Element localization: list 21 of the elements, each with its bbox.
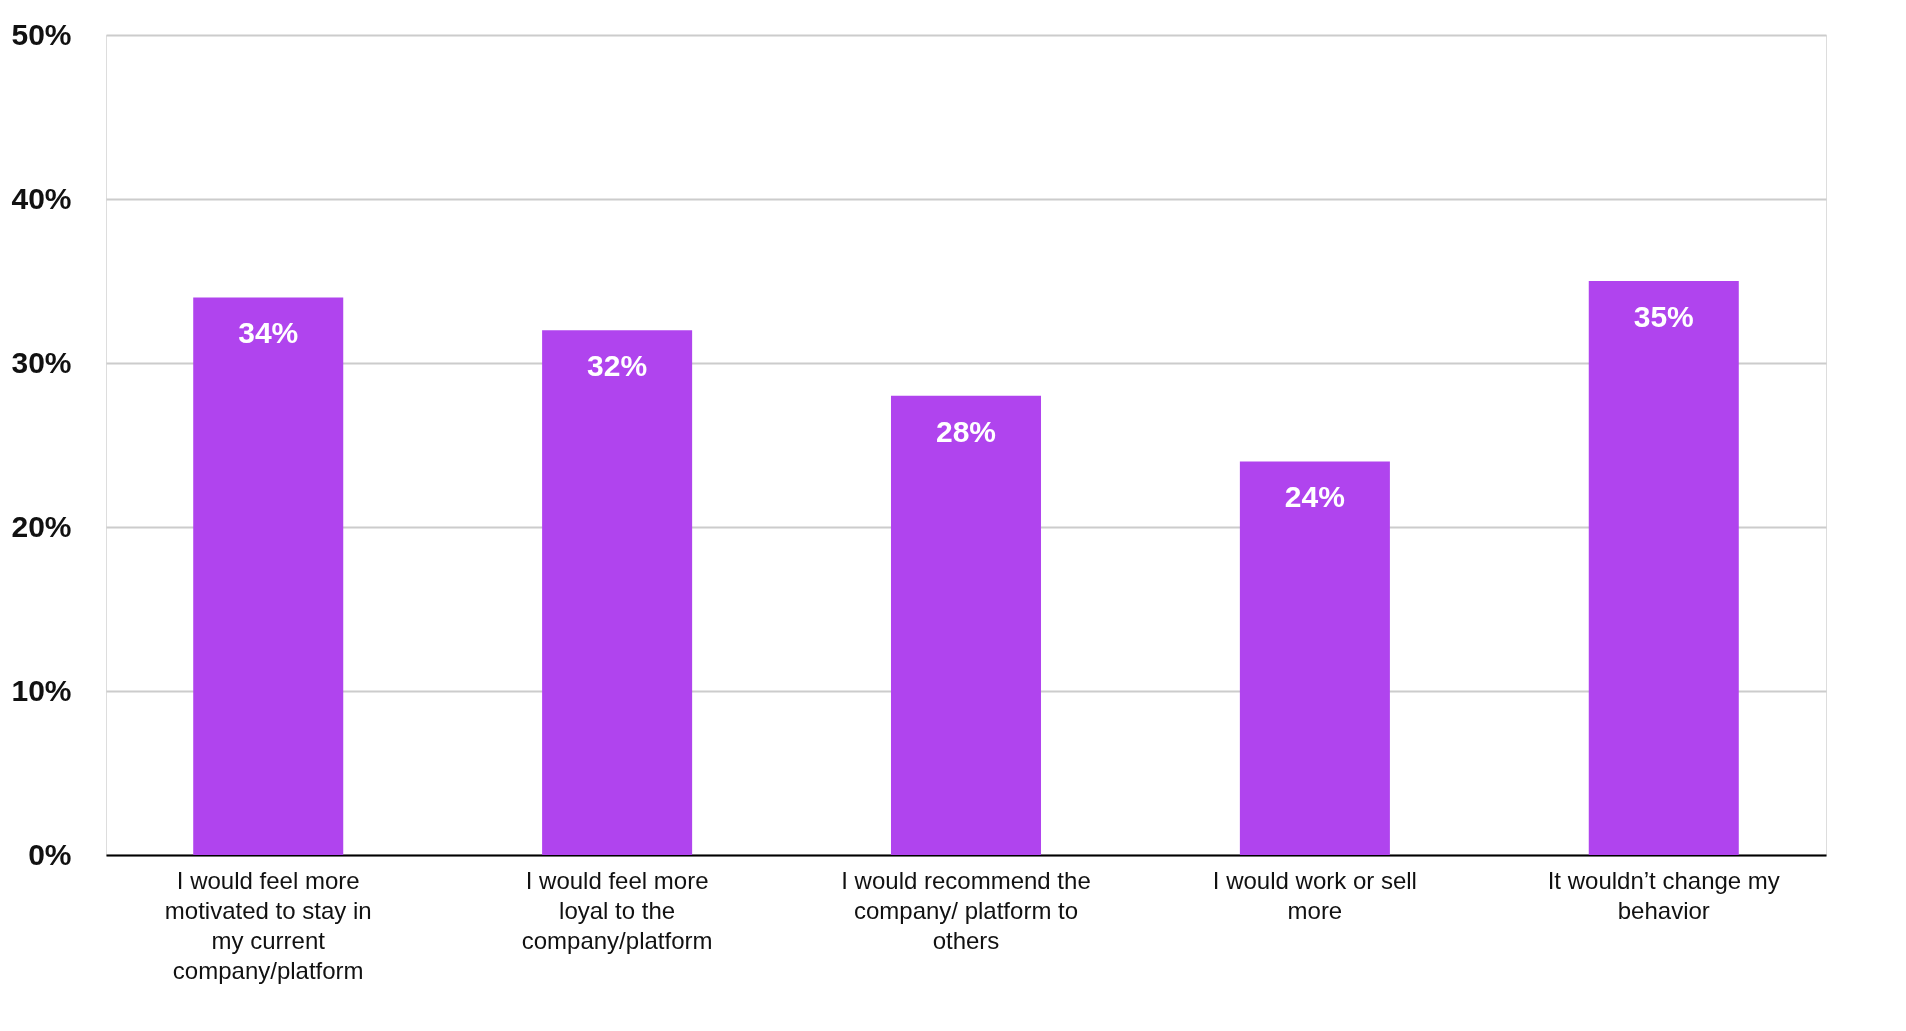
data-label: 28% (935, 414, 997, 448)
data-label: 35% (1633, 300, 1694, 333)
y-tick-label: 30% (11, 345, 72, 379)
y-tick-label: 40% (11, 181, 72, 215)
bar (890, 395, 1042, 855)
y-tick-label: 10% (11, 673, 72, 707)
y-tick-label: 50% (11, 17, 72, 51)
y-tick-label: 0% (28, 837, 72, 871)
x-tick-label: I would feel more loyal to the company/platform (521, 866, 713, 954)
bar (1239, 461, 1390, 855)
bar (193, 297, 344, 855)
bar (1588, 281, 1739, 855)
data-label: 34% (238, 316, 299, 350)
x-tick-label: I would feel more motivated to stay in my current company/platform (164, 866, 372, 984)
x-tick-label: I would recommend the company/ platform to others (841, 866, 1091, 954)
data-label: 32% (587, 349, 648, 383)
x-tick-label: It wouldn’t change my behavior (1547, 866, 1780, 924)
y-tick-label: 20% (11, 509, 72, 543)
x-tick-label: I would work or sell more (1212, 866, 1417, 924)
data-label: 24% (1284, 480, 1345, 514)
bar (542, 330, 693, 855)
